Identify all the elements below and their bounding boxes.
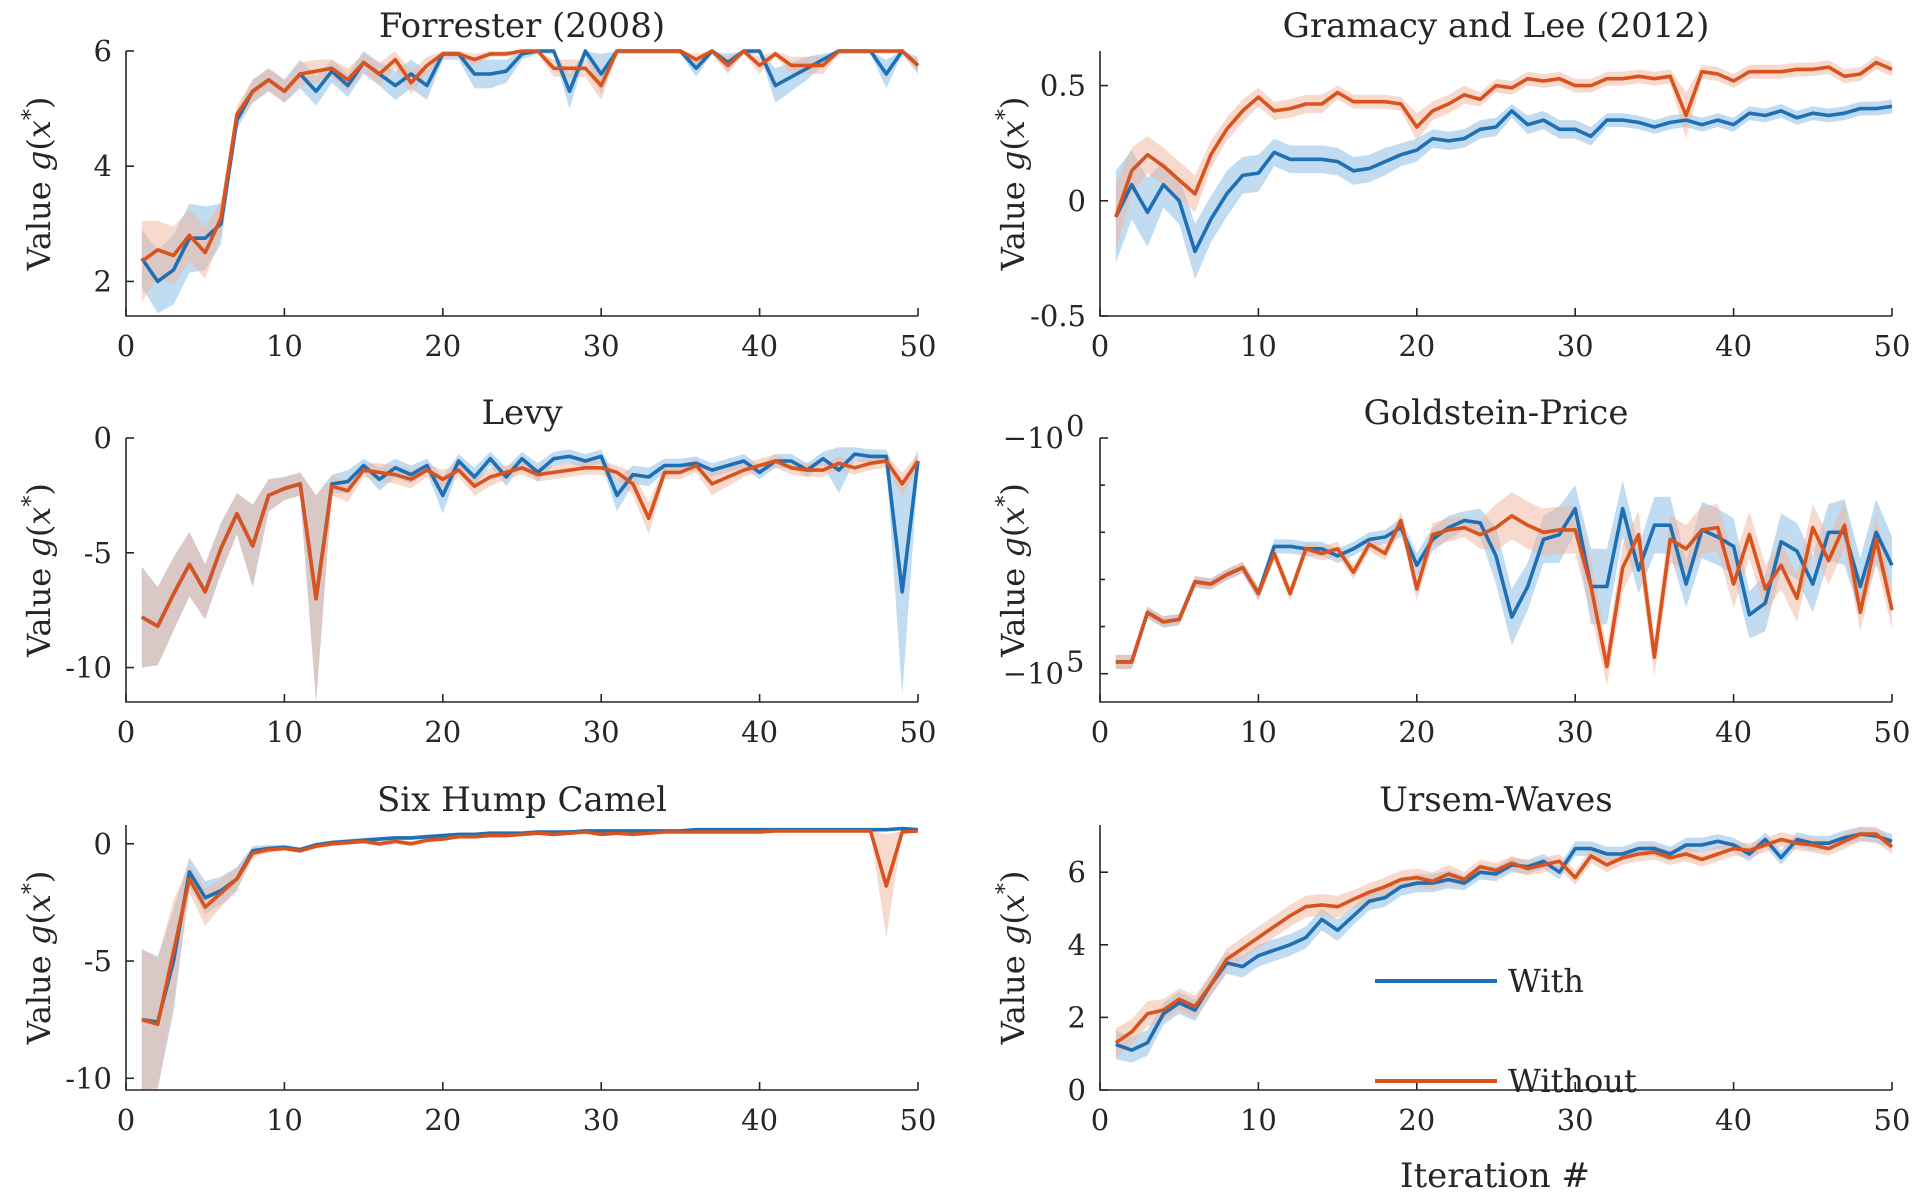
x-axis-label: Iteration # [1400,1156,1590,1196]
panel-forrester: 0 10 20 30 40 50 2 4 6 Forrester (2008) Value g(x*… [19,6,937,363]
x-tick-label: 20 [424,1103,461,1137]
band-ursem-without [1115,826,1892,1058]
x-tick-label: 20 [1398,1103,1435,1137]
y-tick-label: 0 [94,827,112,861]
y-tick-exponent: 5 [1066,645,1084,679]
band-gramacy-with [1115,99,1892,280]
x-tick-label: 50 [1874,329,1911,363]
axes-levy [125,438,918,703]
x-tick-label: 40 [741,329,778,363]
y-axis-label-goldstein: Value g(x*) [993,483,1033,658]
series-forrester-without [140,49,920,263]
x-tick-label: 10 [266,1103,303,1137]
x-tick-label: 10 [1240,1103,1277,1137]
legend-label-without: Without [1508,1062,1637,1100]
series-sixhump-without [141,829,919,1027]
series-gramacy-with [1114,104,1893,254]
panel-levy: 0 10 20 30 40 50 -10 -5 0 Levy Value g(x*) [19,393,937,749]
x-tick-label: 20 [1398,329,1435,363]
x-tick-label: 20 [424,329,461,363]
legend-label-with: With [1508,962,1584,1000]
x-tick-label: 40 [741,715,778,749]
chart-title-sixhump: Six Hump Camel [377,780,667,820]
x-tick-label: 20 [1398,715,1435,749]
chart-title-ursem: Ursem-Waves [1379,780,1612,820]
x-tick-label: 0 [117,329,135,363]
x-tick-label: 30 [583,329,620,363]
y-tick-label: -10 [65,1061,112,1095]
y-tick-label: -5 [84,944,112,978]
y-tick-label: 4 [94,149,112,183]
y-tick-label: 0 [94,421,112,455]
x-tick-label: 10 [266,329,303,363]
band-levy-without [141,454,919,702]
x-tick-label: 40 [1715,329,1752,363]
y-tick-label: -5 [84,536,112,570]
y-tick-label: 4 [1068,928,1086,962]
y-tick-label: 2 [1068,1000,1086,1034]
y-tick-label: 6 [1068,855,1086,889]
chart-title-levy: Levy [481,393,563,433]
y-tick-label: −10 [1003,421,1064,455]
series-sixhump-with [141,826,919,1024]
x-tick-label: 30 [1557,1103,1594,1137]
band-sixhump-without [141,829,919,1090]
band-levy-with [141,447,919,702]
series-ursem-without [1114,832,1894,1045]
y-tick-label: 0 [1068,184,1086,218]
x-tick-label: 10 [266,715,303,749]
x-tick-label: 0 [117,1103,135,1137]
x-tick-label: 30 [583,715,620,749]
legend: With Without [1375,962,1637,1100]
x-tick-label: 40 [741,1103,778,1137]
x-tick-label: 50 [1874,1103,1911,1137]
band-sixhump-with [141,827,919,1090]
panel-ursem: 0 10 20 30 40 50 0 2 4 6 Ursem-Waves Value g(x*) [993,780,1911,1137]
series-goldstein-without [1115,513,1894,669]
y-tick-label: -10 [65,651,112,685]
x-tick-label: 0 [117,715,135,749]
series-gramacy-without [1114,60,1893,218]
chart-title-gramacy: Gramacy and Lee (2012) [1283,6,1710,46]
x-tick-label: 50 [900,1103,937,1137]
x-tick-label: 40 [1715,1103,1752,1137]
panel-sixhump: 0 10 20 30 40 50 -10 -5 0 Six Hump Camel Value g(x… [19,780,937,1137]
y-tick-label: -0.5 [1030,299,1086,333]
y-tick-label: 0 [1068,1073,1086,1107]
y-axis-label-ursem: Value g(x*) [993,871,1033,1046]
x-tick-label: 50 [1874,715,1911,749]
series-ursem-with [1115,832,1893,1052]
y-tick-label: 6 [94,34,112,68]
y-axis-label-gramacy: Value g(x*) [993,97,1033,272]
x-tick-label: 20 [424,715,461,749]
x-tick-label: 50 [900,715,937,749]
y-tick-label: 0.5 [1040,69,1086,103]
y-tick-label: −10 [1003,657,1064,691]
chart-title-forrester: Forrester (2008) [379,6,665,46]
y-axis-label-forrester: Value g(x*) [19,97,59,272]
panel-goldstein: 0 10 20 30 40 50−10 0−10 5Goldstein-PriceValue … [993,393,1911,749]
x-tick-label: 10 [1240,715,1277,749]
y-tick-label: 2 [94,264,112,298]
x-tick-label: 30 [583,1103,620,1137]
x-tick-label: 0 [1091,329,1109,363]
x-tick-label: 0 [1091,1103,1109,1137]
x-tick-label: 0 [1091,715,1109,749]
x-tick-label: 40 [1715,715,1752,749]
axes-forrester [125,51,918,317]
x-tick-label: 30 [1557,715,1594,749]
y-tick-exponent: 0 [1066,409,1084,443]
chart-title-goldstein: Goldstein-Price [1364,393,1629,433]
series-levy-without [140,459,920,629]
x-tick-label: 10 [1240,329,1277,363]
x-tick-label: 30 [1557,329,1594,363]
y-axis-label-sixhump: Value g(x*) [19,871,59,1046]
x-tick-label: 50 [900,329,937,363]
y-axis-label-levy: Value g(x*) [19,483,59,658]
